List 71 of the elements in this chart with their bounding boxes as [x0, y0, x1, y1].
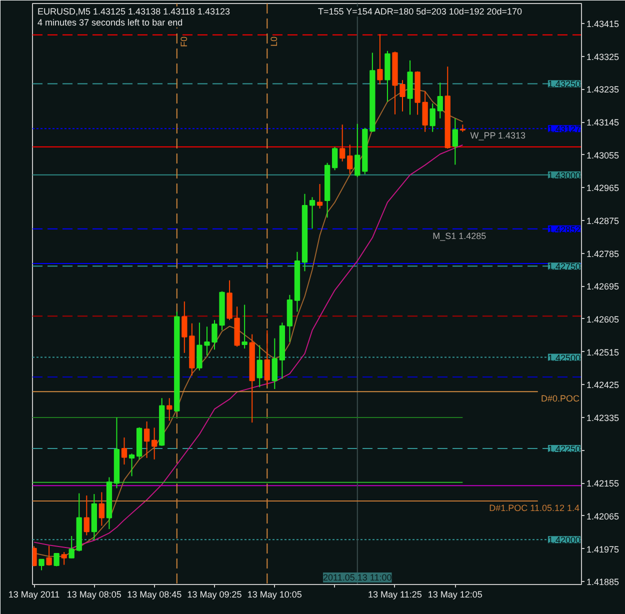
candlestick: [422, 90, 428, 132]
ref-line-label: 1.42750: [548, 262, 581, 272]
y-tick-label: 1.43145: [586, 118, 620, 128]
ref-line-label: F0: [178, 36, 189, 48]
candlestick: [128, 453, 135, 477]
annotation: M_S1 1.4285: [432, 230, 486, 241]
candlestick: [84, 495, 90, 536]
candlestick: [182, 300, 188, 354]
ref-line-label: 1.42500: [548, 352, 581, 363]
y-tick-label: 1.41885: [586, 577, 620, 588]
candlestick: [272, 338, 278, 390]
candlestick: [98, 492, 105, 526]
x-tick-label: 13 May 11:25: [368, 590, 422, 600]
y-tick-label: 1.42875: [586, 216, 620, 226]
candlestick: [309, 196, 316, 230]
chart-title: EURUSD,M5 1.43125 1.43138 1.43118 1.43123: [38, 6, 230, 16]
y-tick-label: 1.43325: [586, 52, 620, 62]
ref-line-label: 1.42000: [548, 535, 581, 546]
y-tick-label: 1.42425: [586, 380, 620, 390]
candlestick: [61, 552, 67, 566]
y-tick-label: 1.42065: [586, 511, 620, 522]
candlestick: [340, 124, 346, 162]
annotation: T=155 Y=154 ADR=180 5d=203 10d=192 20d=170: [318, 6, 522, 16]
candlestick: [38, 558, 44, 571]
ref-line-label: 1.43250: [548, 79, 581, 90]
candlestick: [430, 102, 436, 132]
candlestick: [32, 546, 37, 567]
y-tick-label: 1.43055: [586, 150, 620, 160]
candlestick: [68, 535, 74, 559]
candlestick: [242, 304, 248, 350]
ref-line-label: 1.43000: [548, 170, 581, 180]
y-tick-label: 1.42605: [586, 314, 620, 324]
candlestick: [347, 144, 353, 174]
series-label: D#0.POC: [540, 394, 580, 404]
y-tick-label: 1.42785: [586, 248, 620, 259]
text: 4 minutes 37 seconds left to bar end: [38, 18, 183, 28]
candlestick: [166, 398, 172, 422]
candlestick: [121, 437, 128, 466]
candlestick: [452, 118, 458, 166]
y-tick-label: 1.42515: [586, 347, 620, 358]
x-tick-label: 13 May 12:05: [428, 590, 482, 600]
candlestick: [316, 184, 323, 209]
candlestick: [54, 552, 60, 567]
candlestick: [46, 545, 52, 566]
candlestick: [437, 82, 443, 119]
ref-line-label: L0: [269, 36, 280, 47]
candlestick: [354, 123, 360, 178]
candlestick: [332, 146, 338, 171]
y-tick-label: 1.42155: [586, 478, 620, 489]
ref-line-label: 1.42852: [548, 224, 581, 234]
y-tick-label: 1.42965: [586, 183, 620, 194]
candlestick: [152, 427, 158, 460]
y-tick-label: 1.42695: [586, 282, 620, 292]
y-tick-label: 1.42335: [586, 412, 620, 423]
x-tick-label: 13 May 09:25: [187, 590, 242, 600]
ref-line-label: 1.42250: [548, 444, 581, 454]
x-tick-label: 13 May 2011: [8, 590, 60, 600]
candlestick: [144, 420, 150, 458]
y-tick-label: 1.43235: [586, 84, 620, 95]
series-label: D#1.POC 11.05.12 1.4: [489, 502, 580, 513]
candlestick: [377, 34, 383, 85]
x-tick-label: 13 May 08:05: [66, 590, 122, 600]
candlestick: [256, 344, 262, 388]
x-tick-label: 13 May 10:05: [247, 590, 302, 600]
annotation: 2011.05.13 11:00: [323, 572, 392, 582]
y-tick-label: 1.41975: [586, 544, 620, 554]
ref-line-label: 1.43127: [548, 124, 581, 134]
x-tick-label: 13 May 08:45: [127, 590, 182, 600]
y-tick-label: 1.43415: [586, 19, 620, 30]
candlestick: [264, 330, 270, 386]
annotation: W_PP 1.4313: [470, 130, 526, 141]
